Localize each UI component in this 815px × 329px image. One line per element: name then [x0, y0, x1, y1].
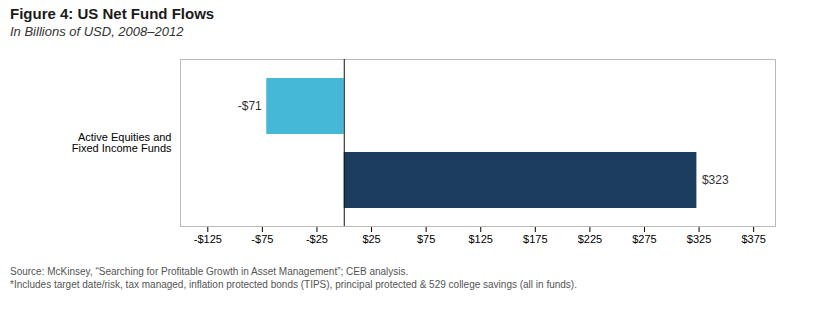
svg-text:$175: $175 — [523, 233, 547, 245]
html-text:In Billions of USD, 2008–2012: In Billions of USD, 2008–2012 — [10, 24, 184, 39]
svg-text:$75: $75 — [417, 233, 435, 245]
svg-text:-$125: -$125 — [194, 233, 222, 245]
svg-text:$25: $25 — [362, 233, 380, 245]
svg-text:-$75: -$75 — [251, 233, 273, 245]
svg-text:$125: $125 — [468, 233, 492, 245]
svg-text:-$71: -$71 — [238, 99, 262, 113]
svg-text:-$25: -$25 — [306, 233, 328, 245]
svg-text:$225: $225 — [578, 233, 602, 245]
svg-text:$323: $323 — [702, 173, 729, 187]
html-text:Figure 4: US Net Fund Flows: Figure 4: US Net Fund Flows — [10, 5, 215, 22]
svg-text:Active Equities andFixed Incom: Active Equities andFixed Income Funds — [72, 131, 172, 154]
svg-text:$275: $275 — [632, 233, 656, 245]
svg-text:$375: $375 — [741, 233, 765, 245]
html-text:Source: McKinsey, “Searching f: Source: McKinsey, “Searching for Profita… — [10, 266, 409, 277]
svg-text:$325: $325 — [687, 233, 711, 245]
html-text:*Includes target date/risk, ta: *Includes target date/risk, tax managed,… — [10, 279, 577, 290]
